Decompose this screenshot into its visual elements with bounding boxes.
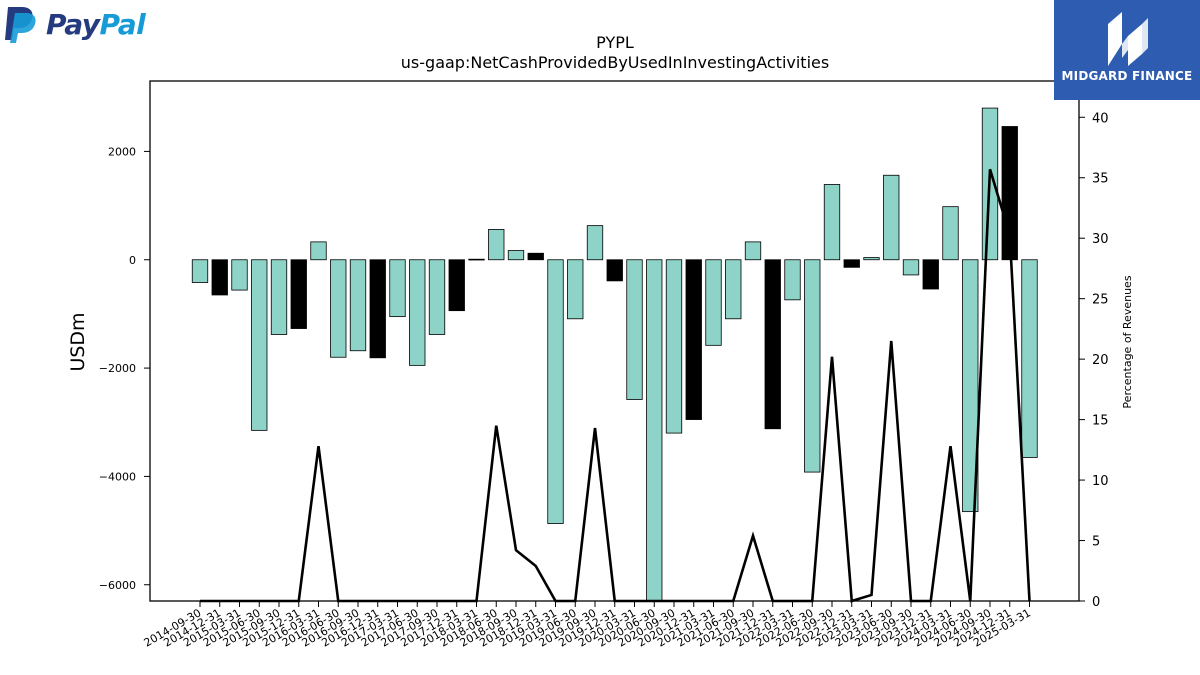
y-tick-label: −4000 — [99, 470, 136, 483]
bar-2022-06-30 — [804, 259, 821, 473]
y2-tick-label: 35 — [1092, 172, 1109, 187]
y-tick-label: −2000 — [99, 362, 136, 375]
bar-2015-12-31 — [290, 259, 307, 329]
bar-2025-03-31 — [1021, 259, 1038, 458]
y-axis-right: 0 5 10 15 20 25 30 35 40 — [1079, 111, 1109, 610]
chart-subtitle: us-gaap:NetCashProvidedByUsedInInvesting… — [401, 53, 829, 72]
bar-2023-03-31 — [863, 257, 880, 261]
y2-tick-label: 0 — [1092, 595, 1100, 610]
bar-2020-03-31 — [626, 259, 643, 400]
bar-2018-06-30 — [488, 229, 505, 261]
chart-title: PYPL — [596, 33, 634, 52]
y2-tick-label: 10 — [1092, 474, 1109, 489]
bar-2023-12-31 — [922, 259, 939, 290]
bar-2019-09-30 — [586, 225, 604, 261]
bar-2021-03-31 — [705, 259, 722, 346]
bar-2016-03-31 — [310, 241, 327, 261]
paypal-logo: PayPal — [4, 4, 146, 44]
paypal-word-pay: Pay — [46, 7, 100, 41]
paypal-p-icon — [5, 7, 36, 43]
y2-axis-label: Percentage of Revenues — [1121, 275, 1134, 408]
y-tick-label: −6000 — [99, 579, 136, 592]
y-axis-label: USDm — [67, 312, 89, 371]
bar-2018-09-30 — [507, 250, 525, 261]
bar-2015-06-30 — [251, 259, 268, 431]
bar-2015-09-30 — [270, 259, 288, 335]
bar-2014-12-31 — [211, 259, 228, 296]
bar-2021-06-30 — [725, 259, 742, 320]
x-axis: 2014-09-302014-12-312015-03-312015-06-30… — [142, 601, 1033, 650]
y2-tick-label: 20 — [1092, 353, 1109, 368]
bar-2020-06-30 — [646, 259, 663, 602]
midgard-finance-logo: MIDGARD FINANCE — [1054, 0, 1200, 100]
bar-2017-09-30 — [428, 259, 446, 335]
bar-2019-12-31 — [606, 259, 623, 282]
bar-2022-03-31 — [784, 259, 801, 301]
y-axis-left: 2000 0 −2000 −4000 −6000 — [99, 145, 150, 592]
bar-2020-09-30 — [665, 259, 683, 434]
bar-2023-06-30 — [883, 174, 900, 261]
bar-2021-09-30 — [744, 241, 762, 261]
bar-2024-03-31 — [942, 206, 959, 261]
bar-2024-12-31 — [1001, 126, 1018, 261]
bar-2022-09-30 — [823, 184, 841, 261]
paypal-word-pal: Pal — [99, 7, 146, 41]
midgard-emblem-icon — [1108, 12, 1148, 66]
bar-2017-12-31 — [448, 259, 465, 312]
y-tick-label: 2000 — [108, 145, 136, 158]
paypal-wordmark: PayPal — [46, 7, 146, 41]
y-tick-label: 0 — [129, 254, 136, 267]
bar-2016-12-31 — [369, 259, 386, 359]
bars-layer — [191, 107, 1038, 602]
bar-2019-06-30 — [567, 259, 584, 320]
y2-tick-label: 25 — [1092, 293, 1109, 308]
bar-2018-03-31 — [468, 258, 485, 261]
bar-2023-09-30 — [902, 259, 920, 276]
y2-tick-label: 15 — [1092, 414, 1109, 429]
bar-2014-09-30 — [191, 259, 209, 283]
bar-2021-12-31 — [764, 259, 781, 430]
bar-2020-12-31 — [685, 259, 702, 420]
bar-2017-03-31 — [389, 259, 406, 318]
midgard-finance-name: MIDGARD FINANCE — [1061, 69, 1193, 83]
bar-2018-12-31 — [527, 252, 544, 261]
bar-2019-03-31 — [547, 259, 564, 524]
bar-2017-06-30 — [409, 259, 426, 366]
y2-tick-label: 5 — [1092, 535, 1100, 550]
bar-2024-06-30 — [962, 259, 979, 513]
y2-tick-label: 40 — [1092, 111, 1109, 126]
y2-tick-label: 30 — [1092, 232, 1109, 247]
bar-2015-03-31 — [231, 259, 248, 291]
bar-2022-12-31 — [843, 259, 860, 268]
bar-2016-06-30 — [330, 259, 347, 358]
bar-2016-09-30 — [349, 259, 367, 352]
percentage-of-revenues-line — [200, 168, 1031, 603]
